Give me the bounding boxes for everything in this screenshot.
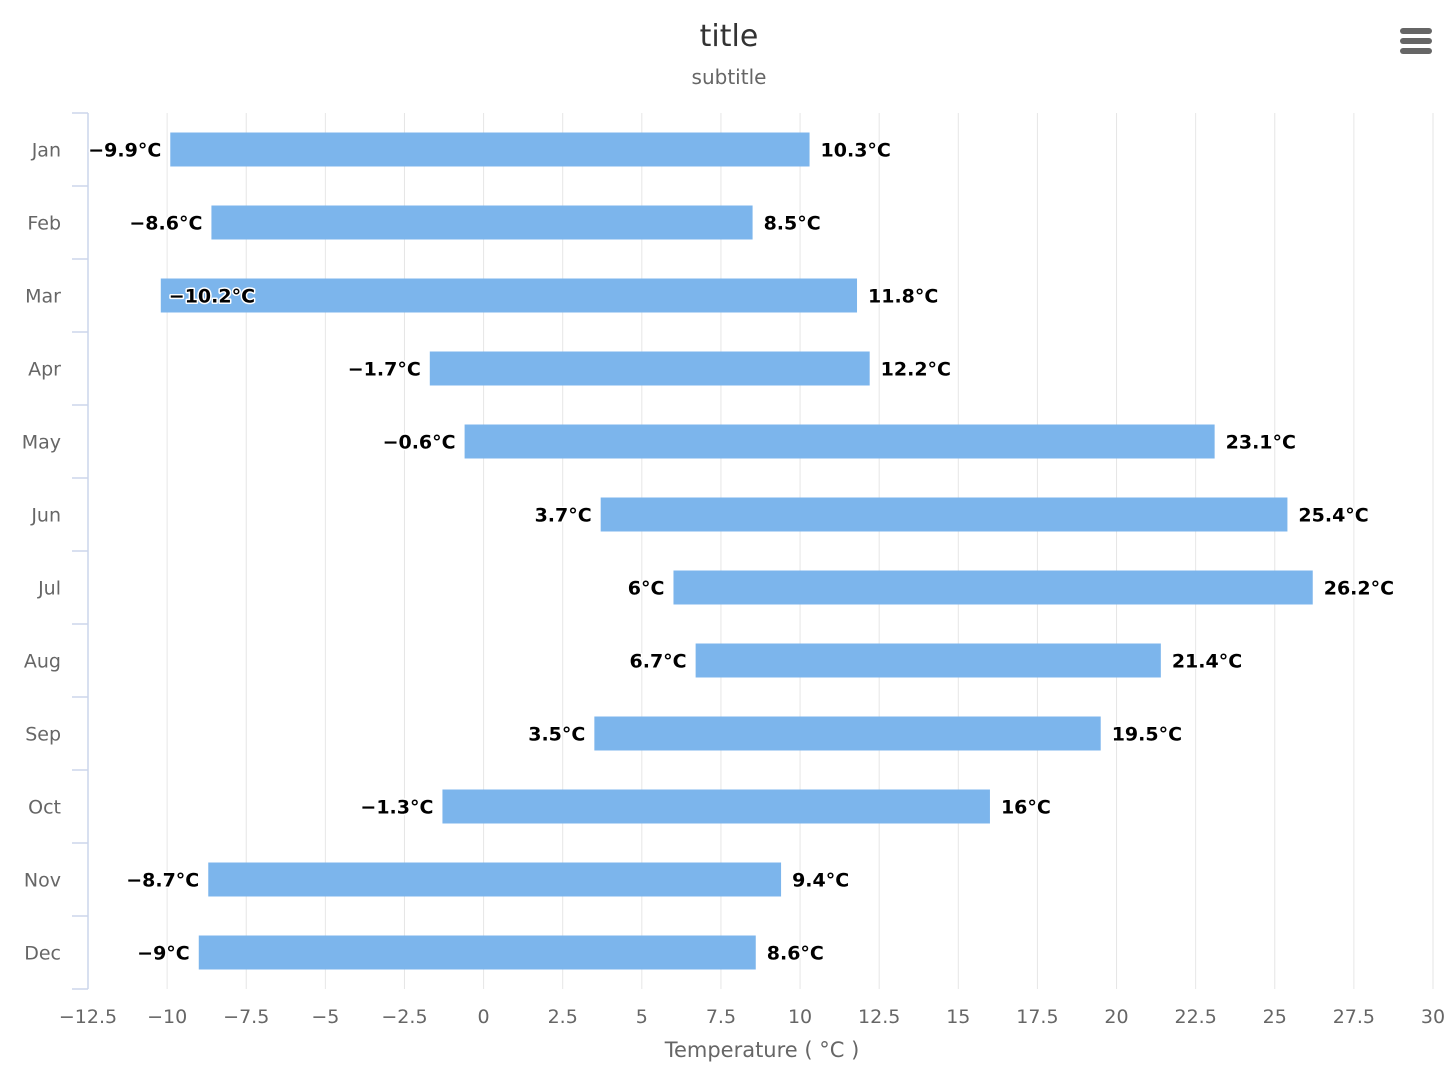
chart-subtitle: subtitle xyxy=(692,65,767,89)
range-bar[interactable] xyxy=(442,790,989,824)
category-label: Sep xyxy=(25,724,61,746)
x-tick-label: 22.5 xyxy=(1174,1006,1216,1028)
low-value-label: 6.7°C xyxy=(630,651,687,673)
high-value-label: 16°C xyxy=(1001,797,1051,819)
gridlines xyxy=(167,113,1433,989)
high-value-label: 8.6°C xyxy=(767,943,824,965)
category-label: May xyxy=(22,432,61,454)
category-label: Aug xyxy=(24,651,61,673)
x-tick-label: 15 xyxy=(946,1006,970,1028)
high-value-label: 9.4°C xyxy=(792,870,849,892)
x-tick-label: 10 xyxy=(788,1006,812,1028)
low-value-label: 3.5°C xyxy=(528,724,585,746)
data-labels: −9.9°C 10.3°C −8.6°C 8.5°C −10.2°C 11.8°C −1.7… xyxy=(88,140,1394,965)
x-tick-label: 2.5 xyxy=(548,1006,578,1028)
category-label: Jan xyxy=(31,140,61,162)
range-bar[interactable] xyxy=(199,936,756,970)
low-value-label: −8.7°C xyxy=(126,870,199,892)
high-value-label: 21.4°C xyxy=(1172,651,1242,673)
high-value-label: 11.8°C xyxy=(868,286,938,308)
range-bar[interactable] xyxy=(465,425,1215,459)
x-tick-label: −7.5 xyxy=(223,1006,269,1028)
category-label: Jun xyxy=(30,505,61,527)
low-value-label: −1.7°C xyxy=(348,359,421,381)
hamburger-menu-icon xyxy=(1400,28,1432,54)
range-bar[interactable] xyxy=(430,352,870,386)
high-value-label: 12.2°C xyxy=(881,359,951,381)
range-bar[interactable] xyxy=(696,644,1161,678)
range-bar[interactable] xyxy=(161,279,857,313)
low-value-label: −9°C xyxy=(137,943,190,965)
range-bar[interactable] xyxy=(601,498,1288,532)
range-bar[interactable] xyxy=(673,571,1312,605)
low-value-label: −1.3°C xyxy=(360,797,433,819)
range-bar[interactable] xyxy=(170,133,809,167)
low-value-label: −0.6°C xyxy=(383,432,456,454)
x-tick-label: −12.5 xyxy=(59,1006,117,1028)
range-bar[interactable] xyxy=(594,717,1100,751)
high-value-label: 19.5°C xyxy=(1112,724,1182,746)
category-label: Apr xyxy=(28,359,61,381)
category-label: Nov xyxy=(24,870,61,892)
chart-menu-button[interactable] xyxy=(1394,20,1438,60)
high-value-label: 23.1°C xyxy=(1226,432,1296,454)
low-value-label: −10.2°C xyxy=(169,286,255,308)
x-tick-label: 12.5 xyxy=(858,1006,900,1028)
x-tick-label: −5 xyxy=(311,1006,339,1028)
chart-title: title xyxy=(700,19,759,54)
category-label: Mar xyxy=(25,286,61,308)
x-tick-label: 17.5 xyxy=(1016,1006,1058,1028)
x-tick-label: 25 xyxy=(1263,1006,1287,1028)
x-tick-label: −2.5 xyxy=(381,1006,427,1028)
x-tick-label: 0 xyxy=(478,1006,490,1028)
x-axis-ticks: −12.5 −10 −7.5 −5 −2.5 0 2.5 5 7.5 10 12.5 15 17.5 20… xyxy=(59,1006,1445,1028)
low-value-label: −9.9°C xyxy=(88,140,161,162)
x-tick-label: 20 xyxy=(1104,1006,1128,1028)
high-value-label: 10.3°C xyxy=(821,140,891,162)
high-value-label: 25.4°C xyxy=(1298,505,1368,527)
high-value-label: 26.2°C xyxy=(1324,578,1394,600)
x-tick-label: 30 xyxy=(1421,1006,1445,1028)
x-tick-label: 27.5 xyxy=(1333,1006,1375,1028)
low-value-label: −8.6°C xyxy=(129,213,202,235)
category-label: Feb xyxy=(27,213,61,235)
category-axis: Jan Feb Mar Apr May Jun Jul Aug Sep Oct Nov Dec xyxy=(22,113,88,989)
low-value-label: 3.7°C xyxy=(535,505,592,527)
x-tick-label: 5 xyxy=(636,1006,648,1028)
bars xyxy=(161,133,1313,970)
x-tick-label: −10 xyxy=(147,1006,187,1028)
category-label: Dec xyxy=(24,943,61,965)
range-bar[interactable] xyxy=(208,863,781,897)
low-value-label: 6°C xyxy=(628,578,665,600)
category-label: Oct xyxy=(28,797,61,819)
x-axis-title: Temperature ( °C ) xyxy=(664,1038,860,1062)
x-tick-label: 7.5 xyxy=(706,1006,736,1028)
category-label: Jul xyxy=(37,578,61,600)
range-bar[interactable] xyxy=(211,206,752,240)
high-value-label: 8.5°C xyxy=(764,213,821,235)
